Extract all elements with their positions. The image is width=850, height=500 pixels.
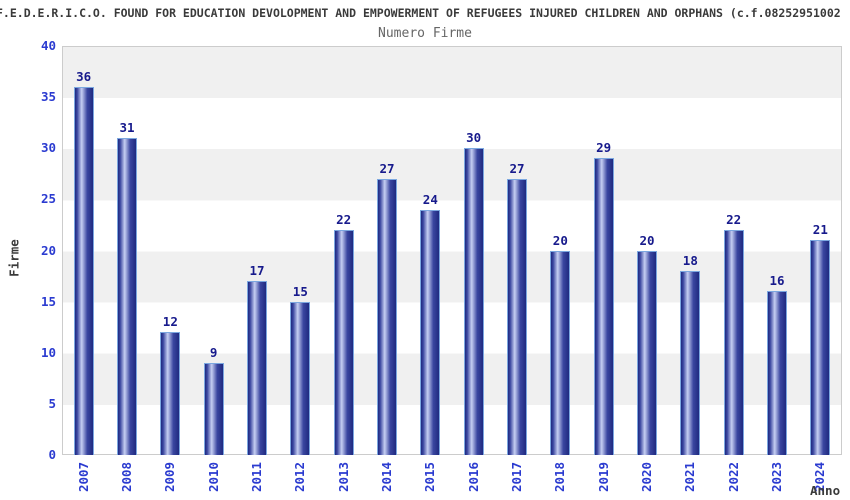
bar-value-2024: 21	[812, 222, 828, 238]
bar-value-2014: 27	[379, 160, 395, 176]
bar-value-2008: 31	[119, 120, 135, 136]
bar-value-2011: 17	[249, 263, 265, 279]
bar-value-2015: 24	[422, 191, 438, 207]
bar-2013	[333, 230, 354, 455]
bar-2009	[160, 332, 181, 455]
bar-2010	[203, 362, 224, 455]
bar-2018	[550, 250, 571, 455]
x-tick-2020: 2020	[638, 461, 654, 493]
bar-value-2012: 15	[292, 283, 308, 299]
x-tick-2019: 2019	[595, 461, 611, 493]
bar-2015	[420, 209, 441, 455]
x-tick-2021: 2021	[682, 461, 698, 493]
bar-value-2020: 20	[639, 232, 655, 248]
bar-2022	[723, 230, 744, 455]
bar-2014	[377, 178, 397, 455]
y-tick-30: 30	[40, 140, 56, 155]
y-tick-35: 35	[40, 88, 56, 104]
bar-value-2013: 22	[336, 212, 352, 228]
bar-2008	[117, 138, 137, 455]
bar-2011	[247, 281, 267, 455]
y-tick-5: 5	[48, 395, 56, 411]
bar-2012	[290, 301, 311, 455]
bar-value-2010: 9	[209, 344, 218, 360]
y-tick-20: 20	[40, 242, 56, 258]
x-tick-2015: 2015	[422, 461, 438, 493]
bar-2021	[680, 270, 701, 455]
y-tick-25: 25	[40, 191, 56, 207]
y-tick-40: 40	[40, 37, 56, 53]
x-axis-title: Anno	[810, 483, 841, 498]
bar-2007	[73, 86, 94, 455]
chart-title: F.E.D.E.R.I.C.O. FOUND FOR EDUCATION DEV…	[0, 6, 841, 20]
x-tick-2011: 2011	[248, 461, 264, 493]
bar-value-2017: 27	[509, 160, 525, 176]
bar-value-2022: 22	[726, 212, 742, 228]
x-tick-2010: 2010	[205, 461, 221, 493]
bar-value-2019: 29	[596, 140, 612, 156]
y-axis-title: Firme	[6, 239, 22, 277]
y-tick-15: 15	[40, 293, 56, 309]
bar-value-2023: 16	[769, 273, 785, 289]
x-tick-2023: 2023	[768, 461, 784, 493]
bar-2020	[637, 250, 657, 455]
x-tick-2013: 2013	[335, 461, 351, 493]
plot-area	[62, 46, 842, 455]
x-tick-2017: 2017	[508, 461, 524, 493]
chart-subtitle: Numero Firme	[378, 26, 472, 41]
bar-value-2009: 12	[162, 314, 178, 330]
bar-value-2021: 18	[682, 252, 698, 268]
bar-value-2016: 30	[466, 130, 482, 146]
x-tick-2016: 2016	[465, 461, 481, 493]
x-tick-2012: 2012	[292, 461, 308, 493]
bar-2016	[463, 148, 484, 455]
x-tick-2009: 2009	[162, 461, 178, 493]
x-tick-2007: 2007	[75, 461, 91, 493]
bar-value-2018: 20	[552, 232, 568, 248]
x-tick-2018: 2018	[552, 461, 568, 493]
x-tick-2022: 2022	[725, 461, 741, 493]
y-tick-0: 0	[48, 446, 56, 462]
bar-value-2007: 36	[76, 68, 92, 84]
x-tick-2008: 2008	[118, 461, 134, 493]
bar-2019	[593, 158, 614, 455]
bar-2023	[767, 291, 787, 455]
bar-2024	[810, 240, 831, 455]
bar-2017	[507, 178, 527, 455]
x-tick-2014: 2014	[378, 461, 394, 493]
y-tick-10: 10	[40, 344, 56, 360]
